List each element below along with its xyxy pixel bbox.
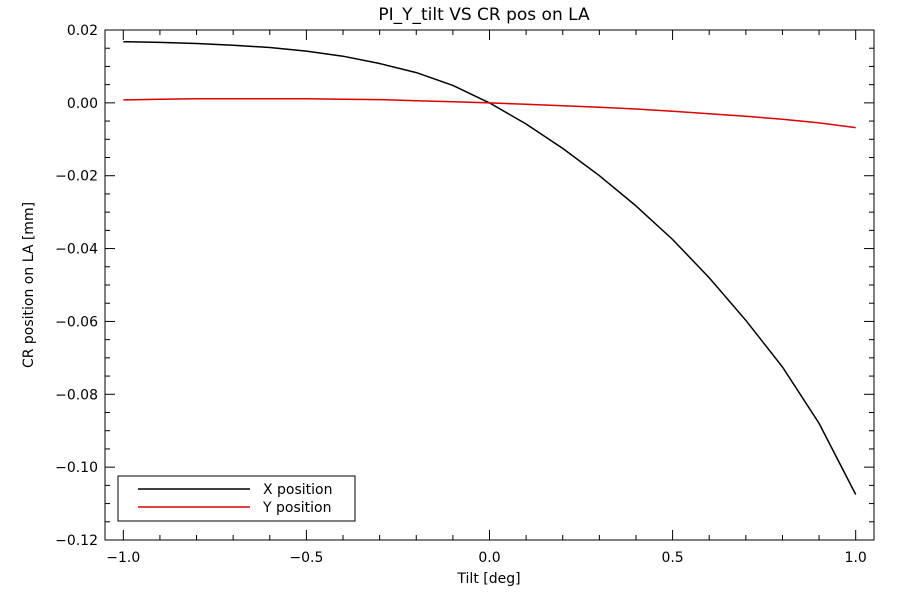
y-tick-label: −0.08 — [55, 387, 98, 403]
x-tick-label: 0.0 — [478, 550, 500, 566]
x-tick-label: 0.5 — [661, 550, 683, 566]
chart-title: PI_Y_tilt VS CR pos on LA — [378, 5, 590, 25]
series-line-x-position — [123, 40, 857, 495]
legend: X position Y position — [117, 475, 356, 522]
series-lines — [123, 40, 857, 495]
series-line-y-position — [123, 98, 856, 129]
y-tick-label: −0.02 — [55, 169, 98, 185]
legend-box — [117, 475, 356, 522]
x-axis-label: Tilt [deg] — [456, 571, 520, 587]
y-tick-label: −0.06 — [55, 314, 98, 330]
tick-labels: −1.0 −0.5 0.0 0.5 1.0 0.02 0.00 −0.02 −0.04 −0.06… — [55, 23, 867, 566]
legend-label: X position — [263, 482, 333, 498]
x-tick-label: 1.0 — [845, 550, 867, 566]
plot-frame — [104, 29, 875, 541]
tick-marks — [105, 29, 874, 541]
y-tick-label: −0.04 — [55, 242, 98, 258]
y-axis-label: CR position on LA [mm] — [21, 202, 37, 368]
x-tick-label: −1.0 — [106, 550, 140, 566]
y-tick-label: 0.02 — [67, 23, 98, 39]
y-tick-label: −0.12 — [55, 533, 98, 549]
y-tick-label: −0.10 — [55, 460, 98, 476]
y-tick-label: 0.00 — [67, 96, 98, 112]
x-tick-label: −0.5 — [289, 550, 323, 566]
legend-label: Y position — [262, 500, 331, 516]
